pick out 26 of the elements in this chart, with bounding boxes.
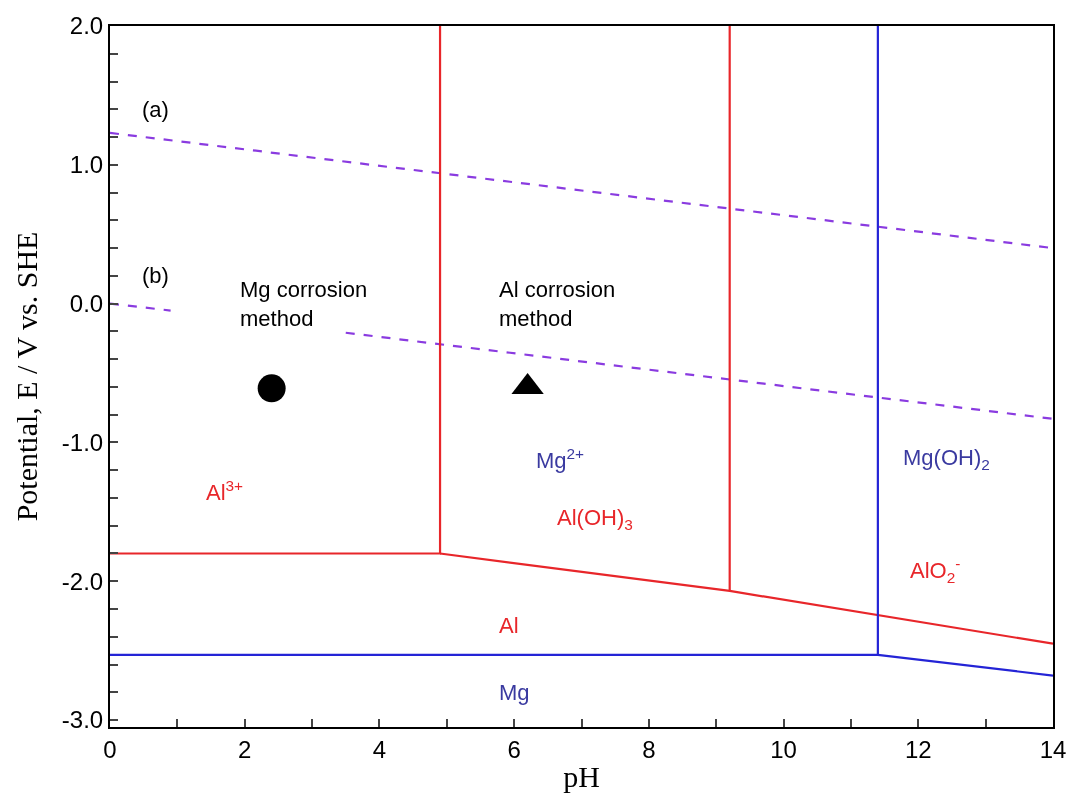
y-tick-label: 2.0 — [69, 12, 104, 40]
x-tick-label: 6 — [507, 735, 521, 763]
y-tick-label: -1.0 — [61, 428, 104, 456]
annotation: Al(OH)$_{3}$ — [557, 505, 633, 533]
x-axis-title: pH — [563, 759, 600, 793]
annotation: Mg — [499, 680, 530, 705]
annotation: Al$^{3+}$ — [206, 477, 244, 506]
annotation: Mg$^{2+}$ — [536, 445, 585, 474]
x-tick-label: 12 — [904, 735, 932, 763]
y-tick-label: 0.0 — [69, 290, 104, 318]
annotation: Mg(OH)$_{2}$ — [903, 445, 990, 473]
y-axis-title: Potential, E / V vs. SHE — [10, 231, 44, 522]
annotation: Al — [499, 613, 519, 638]
annotation: (b) — [142, 263, 169, 288]
x-tick-label: 10 — [770, 735, 797, 763]
x-tick-label: 0 — [103, 735, 117, 763]
y-tick-label: -2.0 — [61, 567, 104, 595]
annotation: (a) — [142, 97, 169, 122]
annotation: Mg corrosion method — [240, 277, 368, 331]
x-tick-label: 8 — [642, 735, 656, 763]
x-tick-label: 2 — [238, 735, 252, 763]
y-tick-label: -3.0 — [61, 706, 104, 734]
x-tick-label: 4 — [372, 735, 387, 763]
x-tick-label: 14 — [1039, 735, 1067, 763]
y-tick-label: 1.0 — [69, 151, 104, 179]
annotation: Al corrosion method — [499, 277, 616, 331]
